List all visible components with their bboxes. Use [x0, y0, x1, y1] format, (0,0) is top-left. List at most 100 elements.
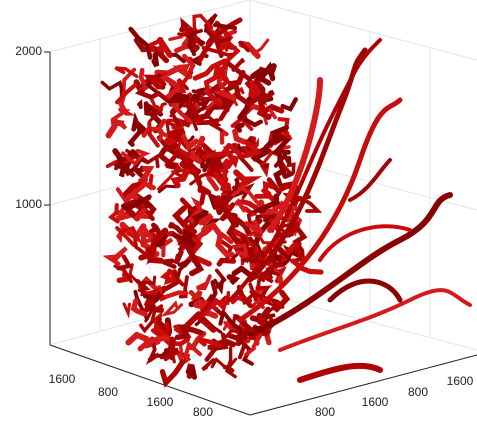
vessel [224, 38, 241, 63]
vessel [197, 295, 229, 322]
vessel [223, 81, 264, 108]
vessel [318, 224, 412, 262]
vessel [112, 148, 126, 167]
vessel [219, 127, 229, 145]
vessel [211, 90, 237, 101]
vessel [172, 269, 185, 287]
vessel [127, 111, 143, 147]
z-tick-label: 2000 [15, 44, 42, 58]
vessel [203, 62, 228, 107]
vessel [187, 28, 204, 57]
vessel [231, 57, 245, 72]
vessel [137, 67, 149, 94]
vessel [219, 176, 229, 193]
vessel [290, 241, 307, 264]
vessel [148, 95, 164, 115]
vessel [134, 88, 170, 103]
vessel [144, 304, 156, 323]
vessel [132, 206, 149, 222]
vessel [173, 249, 184, 265]
vessel [142, 74, 167, 90]
vessel [257, 192, 453, 333]
vessel [213, 276, 225, 295]
vessel [250, 148, 272, 169]
vessel [156, 143, 182, 172]
vessel [274, 221, 300, 239]
vessel [252, 132, 282, 157]
vessel [243, 333, 263, 357]
vessel [138, 121, 149, 138]
vessel [187, 196, 203, 224]
vessel [248, 282, 258, 301]
vessel [196, 336, 222, 348]
vessel [191, 87, 208, 95]
vessel [348, 158, 392, 202]
vessel [125, 148, 160, 169]
vessel [197, 17, 243, 63]
vessel [212, 225, 235, 258]
vessel [207, 81, 224, 96]
vessel [110, 108, 131, 130]
z-tick-label: 1000 [15, 197, 42, 211]
vessel [198, 212, 214, 228]
vessel [235, 326, 255, 342]
vessel [231, 184, 261, 206]
vessel [278, 288, 472, 352]
vessel [160, 271, 177, 283]
vessel [231, 243, 249, 259]
vessel [186, 99, 220, 126]
vessel [172, 63, 192, 78]
vessel [247, 137, 259, 155]
vessel [218, 308, 243, 336]
vessel [116, 271, 130, 284]
vessel [228, 86, 245, 100]
left-tick-label: 800 [193, 405, 213, 419]
vessel [122, 302, 132, 319]
vessel [154, 316, 172, 335]
vessel [290, 258, 324, 275]
vessel [248, 193, 280, 214]
vessel [288, 194, 323, 213]
vessel [201, 142, 232, 160]
vessel [120, 225, 143, 245]
vessel [327, 278, 403, 303]
vessel [174, 258, 191, 284]
vessel [102, 246, 128, 266]
left-tick-label: 1600 [49, 372, 76, 386]
vessel [160, 300, 184, 317]
right-tick-label: 800 [408, 385, 428, 399]
vessel [157, 184, 178, 194]
vessel [260, 103, 285, 115]
vessel [151, 52, 160, 68]
vessel [172, 205, 197, 235]
vessel [213, 23, 237, 30]
vessel [267, 77, 323, 233]
vessel [297, 362, 383, 383]
vessel [256, 99, 272, 120]
vessel [177, 344, 184, 363]
vessel [216, 257, 237, 267]
vessel [223, 155, 238, 176]
right-tick-label: 1600 [447, 374, 474, 388]
vessel [253, 78, 274, 105]
vessel [195, 274, 212, 291]
vessel [272, 289, 291, 313]
vessel [286, 162, 296, 175]
vessel [206, 175, 220, 192]
vessel [154, 258, 177, 269]
vessel [119, 221, 147, 242]
vessel [189, 149, 203, 164]
vessel [122, 180, 148, 198]
vessel [173, 70, 194, 94]
vessel [191, 210, 209, 222]
vessel [233, 213, 252, 235]
right-axis [249, 354, 477, 416]
vessel [222, 318, 234, 332]
vessel [185, 364, 197, 380]
vessel [157, 129, 164, 142]
vessel [264, 300, 278, 319]
vessel [180, 24, 199, 44]
vessel [233, 169, 263, 189]
vessel [107, 203, 120, 224]
